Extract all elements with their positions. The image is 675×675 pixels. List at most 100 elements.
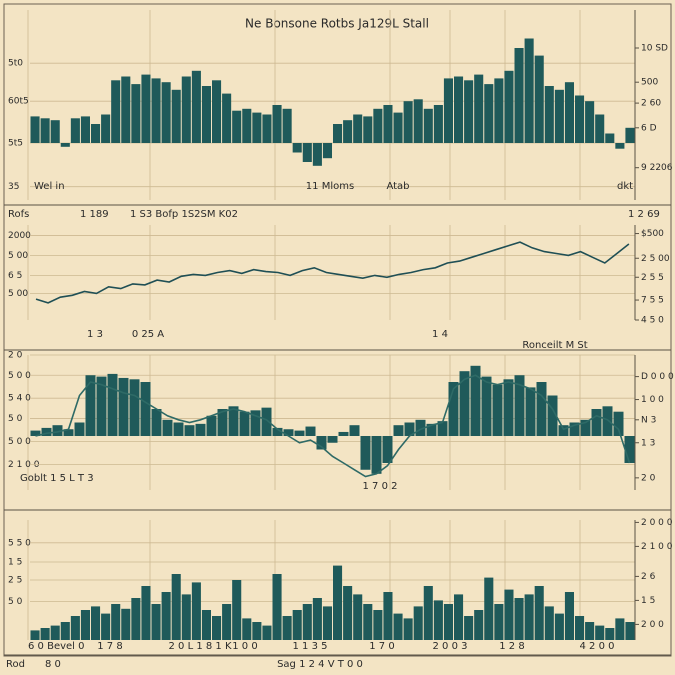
bar bbox=[433, 105, 443, 143]
bar bbox=[232, 110, 242, 143]
bar bbox=[181, 76, 191, 143]
y2-tick-label: 2 5 00 bbox=[641, 254, 670, 264]
bar bbox=[536, 382, 547, 436]
annotation: Wel in bbox=[34, 181, 65, 192]
bar bbox=[201, 86, 211, 143]
bar bbox=[382, 436, 393, 463]
annotation: 11 Mloms bbox=[306, 181, 354, 192]
bar bbox=[625, 127, 635, 143]
annotation: Atab bbox=[386, 181, 409, 192]
bar bbox=[524, 594, 534, 640]
y2-tick-label: 500 bbox=[641, 78, 658, 88]
y-tick-label: 5 0 bbox=[8, 597, 23, 607]
bar bbox=[470, 365, 481, 436]
bar bbox=[484, 577, 494, 640]
y-tick-label: 5t0 bbox=[8, 59, 23, 69]
bar bbox=[454, 594, 464, 640]
bar bbox=[595, 625, 605, 640]
y2-tick-label: $500 bbox=[641, 229, 664, 239]
bar bbox=[322, 606, 332, 640]
bar bbox=[171, 89, 181, 143]
y2-tick-label: 1 0 0 bbox=[641, 395, 664, 405]
y2-tick-label: N 3 bbox=[641, 415, 656, 425]
bar bbox=[474, 74, 484, 143]
bar bbox=[63, 429, 74, 436]
bar bbox=[50, 625, 60, 640]
bar bbox=[50, 120, 60, 143]
bar bbox=[547, 395, 558, 436]
annotation: Sag 1 2 4 V T 0 0 bbox=[277, 659, 363, 670]
annotation: 1 7 0 bbox=[369, 641, 394, 652]
bar bbox=[448, 382, 459, 436]
annotation: 1 0 0 bbox=[232, 641, 257, 652]
bar bbox=[312, 598, 322, 640]
bar bbox=[74, 422, 85, 436]
bar bbox=[282, 616, 292, 640]
bar bbox=[554, 89, 564, 143]
bar bbox=[423, 586, 433, 640]
annotation: 8 0 bbox=[45, 659, 61, 670]
bar bbox=[316, 436, 327, 450]
y-tick-label: 5 00 bbox=[8, 289, 28, 299]
bar bbox=[602, 406, 613, 436]
bar bbox=[403, 101, 413, 143]
bar bbox=[212, 616, 222, 640]
bar bbox=[413, 606, 423, 640]
bar bbox=[222, 93, 232, 143]
y-tick-label: 5 4 0 bbox=[8, 394, 31, 404]
bar bbox=[534, 55, 544, 143]
y-tick-label: 5 0 0 bbox=[8, 437, 31, 447]
bar bbox=[151, 409, 162, 436]
bar bbox=[184, 425, 195, 436]
bar bbox=[252, 622, 262, 640]
bar bbox=[464, 616, 474, 640]
bar bbox=[534, 586, 544, 640]
bar bbox=[312, 143, 322, 166]
bar bbox=[371, 436, 382, 474]
bar bbox=[121, 76, 131, 143]
bar bbox=[525, 387, 536, 436]
bar bbox=[101, 613, 111, 640]
y-tick-label: 2 1 0 0 bbox=[8, 460, 40, 470]
bar bbox=[30, 430, 41, 436]
bar bbox=[206, 415, 217, 436]
bar bbox=[292, 143, 302, 153]
bar bbox=[212, 80, 222, 143]
bar bbox=[282, 108, 292, 143]
y2-tick-label: 2 0 0 0 bbox=[641, 518, 673, 528]
bar bbox=[433, 600, 443, 640]
bar bbox=[569, 422, 580, 436]
bar bbox=[558, 425, 569, 436]
bar bbox=[261, 407, 272, 436]
bar bbox=[141, 586, 151, 640]
bar bbox=[383, 592, 393, 640]
bar bbox=[181, 594, 191, 640]
bar bbox=[60, 622, 70, 640]
bar bbox=[228, 406, 239, 436]
bar bbox=[615, 143, 625, 149]
bar bbox=[107, 373, 118, 436]
bar bbox=[161, 82, 171, 143]
bar bbox=[151, 78, 161, 143]
bar bbox=[173, 422, 184, 436]
bar bbox=[327, 436, 338, 443]
bar bbox=[191, 70, 201, 143]
bar bbox=[503, 379, 514, 436]
y-tick-label: 2 0 bbox=[8, 351, 23, 361]
bar bbox=[30, 116, 40, 143]
bar bbox=[195, 423, 206, 436]
y2-tick-label: 2 60 bbox=[641, 99, 661, 109]
bar bbox=[360, 436, 371, 470]
bar bbox=[322, 143, 332, 159]
bar bbox=[413, 99, 423, 143]
bar bbox=[161, 592, 171, 640]
bar bbox=[544, 86, 554, 143]
bar bbox=[129, 379, 140, 436]
bar bbox=[131, 84, 141, 143]
bar bbox=[283, 429, 294, 436]
annotation: 1 S3 Bofp 1S2SM K02 bbox=[130, 209, 238, 220]
bar bbox=[41, 427, 52, 436]
bar bbox=[80, 610, 90, 640]
bar bbox=[151, 604, 161, 640]
bar bbox=[514, 48, 524, 143]
